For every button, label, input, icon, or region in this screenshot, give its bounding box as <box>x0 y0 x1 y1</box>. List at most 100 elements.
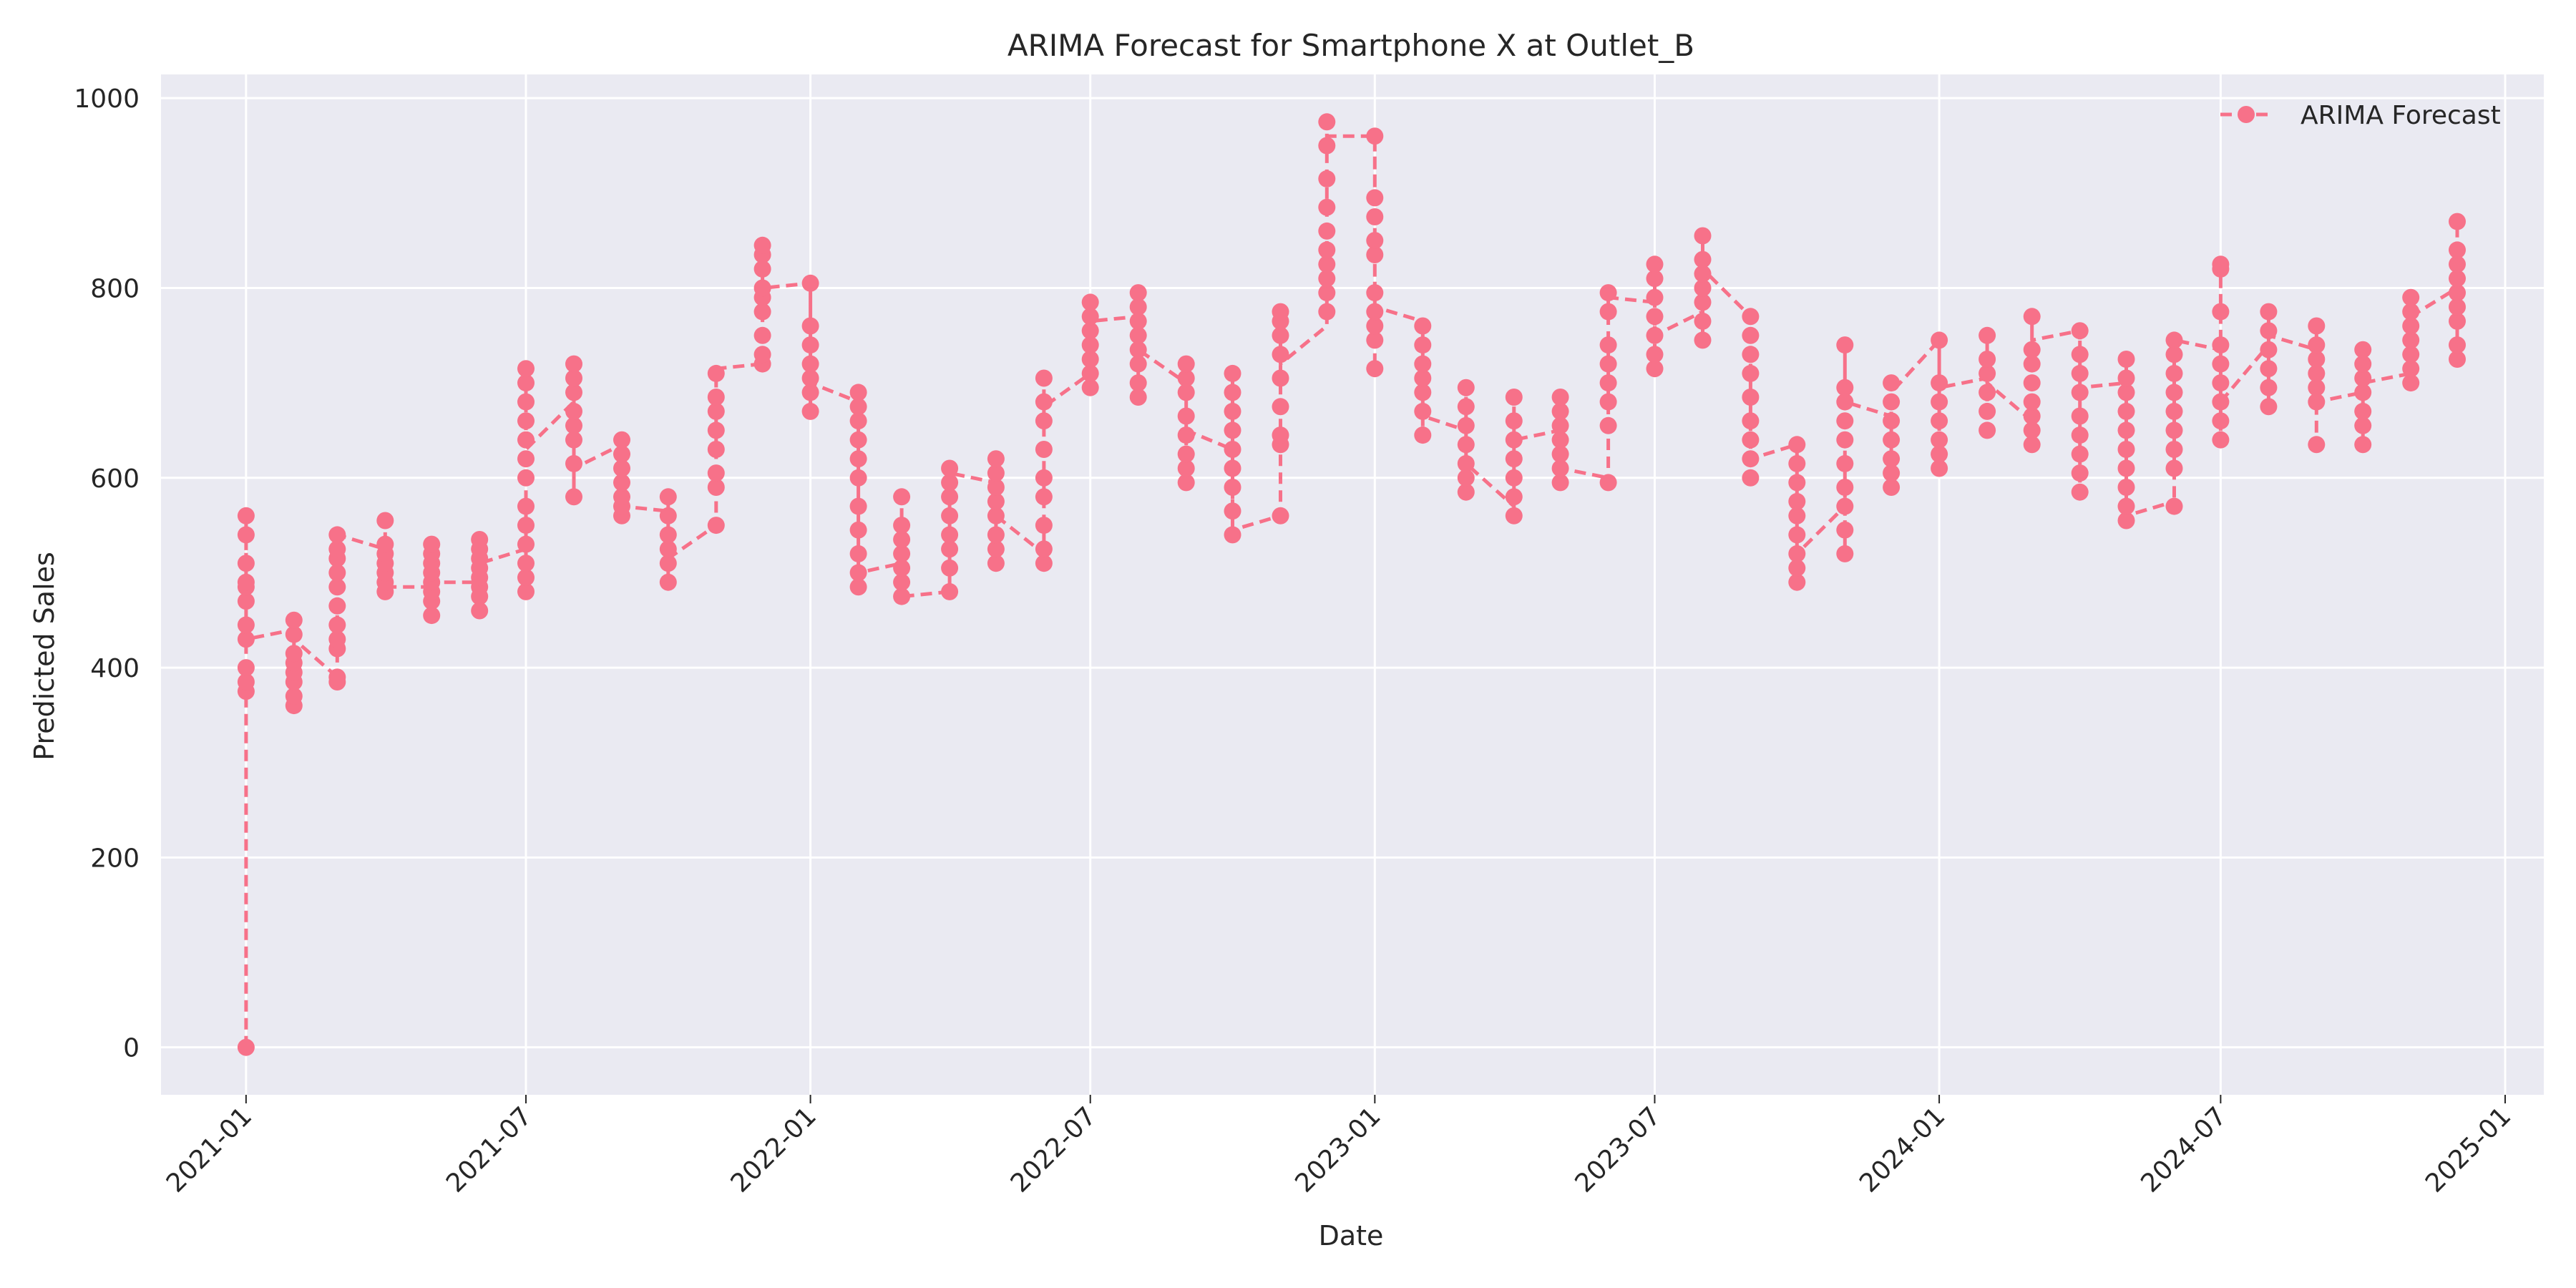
data-point <box>1599 416 1617 434</box>
data-point <box>1457 416 1475 434</box>
data-point <box>1551 474 1569 492</box>
data-point <box>2212 336 2230 354</box>
data-point <box>1742 469 1760 487</box>
data-point <box>2354 384 2372 401</box>
data-point <box>423 535 441 553</box>
data-point <box>613 474 630 492</box>
data-point <box>1224 364 1241 382</box>
data-point <box>1414 426 1432 444</box>
data-point <box>1599 474 1617 492</box>
data-point <box>2071 426 2089 444</box>
data-point <box>1224 402 1241 420</box>
data-point <box>849 497 867 515</box>
data-point <box>1836 545 1854 562</box>
data-point <box>1129 298 1147 316</box>
data-point <box>237 573 255 591</box>
data-point <box>1366 246 1384 263</box>
data-point <box>1599 374 1617 392</box>
plot-area <box>161 74 2544 1095</box>
y-axis-label: Predicted Sales <box>29 552 60 761</box>
data-point <box>801 384 819 401</box>
data-point <box>237 630 255 648</box>
data-point <box>1457 379 1475 396</box>
data-point <box>2260 379 2278 396</box>
data-point <box>1931 445 1948 463</box>
data-point <box>659 488 677 506</box>
data-point <box>2354 436 2372 454</box>
data-point <box>328 564 346 582</box>
data-point <box>849 398 867 416</box>
data-point <box>1366 360 1384 378</box>
data-point <box>893 488 911 506</box>
data-point <box>707 464 725 482</box>
data-point <box>1081 379 1099 396</box>
data-point <box>987 507 1005 525</box>
data-point <box>1177 384 1195 401</box>
data-point <box>1931 331 1948 349</box>
data-point <box>2449 298 2466 316</box>
data-point <box>328 616 346 634</box>
data-point <box>1129 374 1147 392</box>
data-point <box>1694 227 1712 245</box>
data-point <box>2308 317 2326 335</box>
data-point <box>1788 454 1806 472</box>
data-point <box>753 260 771 278</box>
data-point <box>801 369 819 387</box>
data-point <box>1742 364 1760 382</box>
data-point <box>2402 374 2420 392</box>
data-point <box>941 488 959 506</box>
data-point <box>753 279 771 297</box>
data-point <box>1414 384 1432 401</box>
data-point <box>376 512 394 530</box>
data-point <box>2165 459 2183 477</box>
data-point <box>941 507 959 525</box>
data-point <box>1788 436 1806 454</box>
data-point <box>1457 454 1475 472</box>
data-point <box>1035 555 1053 572</box>
y-tick-label: 400 <box>90 654 140 683</box>
data-point <box>1979 384 1996 401</box>
data-point <box>2402 331 2420 349</box>
data-point <box>237 507 255 525</box>
data-point <box>1551 445 1569 463</box>
data-point <box>801 336 819 354</box>
data-point <box>1931 374 1948 392</box>
data-point <box>1318 198 1336 216</box>
data-point <box>1694 293 1712 311</box>
data-point <box>1177 474 1195 492</box>
data-point <box>1788 526 1806 544</box>
data-point <box>237 555 255 572</box>
data-point <box>1836 412 1854 430</box>
data-point <box>2260 341 2278 358</box>
data-point <box>2449 255 2466 273</box>
data-point <box>1318 241 1336 259</box>
data-point <box>2023 355 2041 373</box>
data-point <box>1788 492 1806 510</box>
data-point <box>1035 540 1053 558</box>
data-point <box>1366 208 1384 225</box>
data-point <box>1224 459 1241 477</box>
data-point <box>1129 326 1147 344</box>
data-point <box>1836 379 1854 396</box>
data-point <box>659 507 677 525</box>
data-point <box>1979 351 1996 368</box>
data-point <box>2449 336 2466 354</box>
data-point <box>1457 469 1475 487</box>
data-point <box>753 326 771 344</box>
data-point <box>2212 255 2230 273</box>
data-point <box>2023 308 2041 326</box>
data-point <box>517 569 535 587</box>
data-point <box>517 582 535 600</box>
data-point <box>2165 402 2183 420</box>
data-point <box>328 578 346 596</box>
data-point <box>1224 441 1241 458</box>
data-point <box>1366 317 1384 335</box>
data-point <box>1318 284 1336 302</box>
data-point <box>2117 421 2135 439</box>
data-point <box>893 545 911 562</box>
data-point <box>1742 326 1760 344</box>
data-point <box>1318 170 1336 187</box>
data-point <box>1788 507 1806 525</box>
data-point <box>285 611 303 629</box>
data-point <box>1224 502 1241 520</box>
